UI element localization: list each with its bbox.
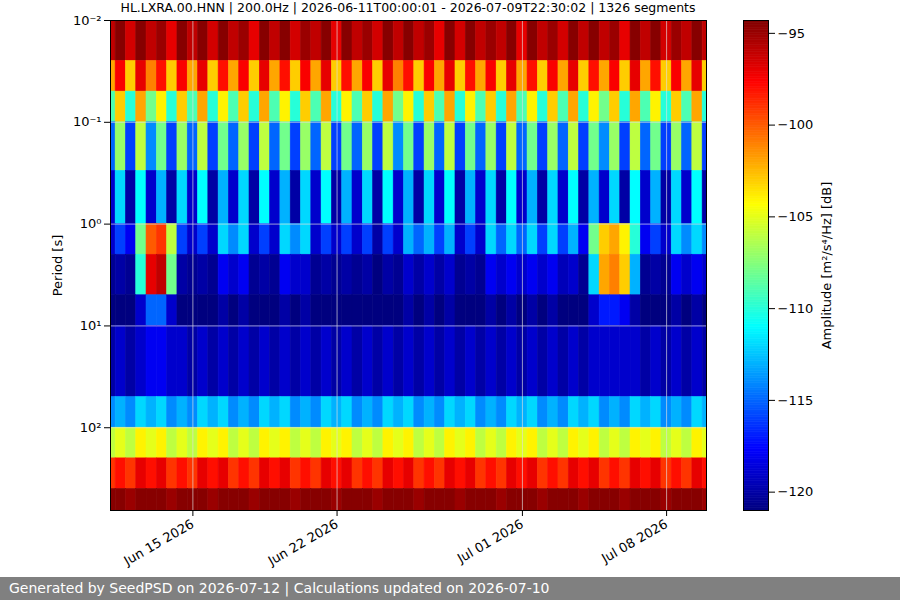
svg-text:Amplitude [m²/s⁴/Hz] [dB]: Amplitude [m²/s⁴/Hz] [dB] [819, 182, 834, 350]
svg-text:10⁰: 10⁰ [80, 216, 102, 231]
svg-text:Jun 22 2026: Jun 22 2026 [265, 516, 341, 569]
svg-text:10¹: 10¹ [80, 318, 102, 333]
svg-text:Period [s]: Period [s] [50, 235, 65, 297]
svg-text:Jun 15 2026: Jun 15 2026 [120, 516, 196, 569]
html-text:HL.LXRA.00.HNN | 200.0Hz | 202: HL.LXRA.00.HNN | 200.0Hz | 2026-06-11T00… [120, 0, 696, 15]
svg-text:−110: −110 [778, 301, 814, 316]
svg-text:Jul 08 2026: Jul 08 2026 [598, 516, 670, 566]
svg-text:−105: −105 [778, 209, 814, 224]
svg-text:−95: −95 [778, 26, 805, 41]
svg-text:−120: −120 [778, 484, 814, 499]
svg-text:10²: 10² [80, 420, 102, 435]
svg-text:10⁻²: 10⁻² [73, 13, 102, 28]
html-text:Generated by SeedPSD on 2026-0: Generated by SeedPSD on 2026-07-12 | Cal… [9, 580, 550, 596]
svg-text:−115: −115 [778, 393, 814, 408]
svg-text:10⁻¹: 10⁻¹ [73, 114, 102, 129]
svg-text:−100: −100 [778, 117, 814, 132]
svg-text:Jul 01 2026: Jul 01 2026 [454, 516, 526, 566]
